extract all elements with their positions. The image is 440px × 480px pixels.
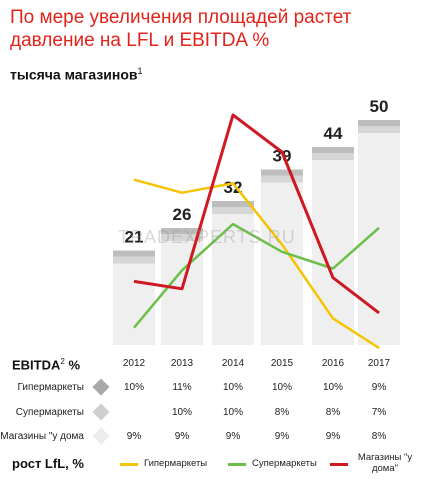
legend-swatch xyxy=(120,463,138,466)
chart-subtitle: тысяча магазинов1 xyxy=(10,66,143,83)
bar-mid-segment-2017 xyxy=(358,126,400,133)
bar-2017 xyxy=(358,120,400,345)
bar-top-segment-2017 xyxy=(358,120,400,126)
lfl-line-convenience xyxy=(133,113,380,315)
bar-value-label: 21 xyxy=(125,228,144,247)
bar-value-label: 39 xyxy=(273,147,292,166)
ebitda-cell: 10% xyxy=(271,382,292,393)
bar-value-label: 26 xyxy=(173,205,192,224)
bar-mid-segment-2012 xyxy=(113,256,155,264)
lfl-line-hypermarkets xyxy=(133,178,380,350)
legend-label: Гипермаркеты xyxy=(144,458,208,469)
ebitda-cell: 9% xyxy=(126,431,142,442)
bar-value-label: 32 xyxy=(224,178,243,197)
legend-label: Супермаркеты xyxy=(252,458,317,469)
legend-swatch xyxy=(228,463,246,466)
legend-label: Магазины "у дома" xyxy=(357,452,413,474)
ebitda-cell: 8% xyxy=(371,431,387,442)
bar-top-segment-2012 xyxy=(113,250,155,257)
ebitda-row-label: Магазины "у дома xyxy=(0,431,84,442)
ebitda-row-label: Супермаркеты xyxy=(15,407,84,418)
bar-2012 xyxy=(113,250,155,345)
bar-top-segment-2013 xyxy=(161,228,203,234)
ebitda-heading: EBITDA2 % xyxy=(12,357,80,372)
ebitda-cell: 10% xyxy=(171,407,192,418)
bar-mid-segment-2013 xyxy=(161,234,203,241)
year-label: 2017 xyxy=(367,358,391,369)
ebitda-cell: 10% xyxy=(222,382,243,393)
ebitda-cell: 9% xyxy=(371,382,387,393)
lfl-heading: рост LfL, % xyxy=(12,456,84,471)
ebitda-cell: 9% xyxy=(225,431,241,442)
ebitda-cell: 9% xyxy=(174,431,190,442)
ebitda-footnote: 2 xyxy=(60,357,65,366)
bar-2016 xyxy=(312,147,354,345)
legend-swatch xyxy=(330,463,348,466)
year-label: 2014 xyxy=(221,358,245,369)
year-label: 2016 xyxy=(321,358,345,369)
bar-top-segment-2016 xyxy=(312,147,354,153)
ebitda-cell: 10% xyxy=(123,382,144,393)
year-label: 2012 xyxy=(122,358,146,369)
ebitda-cell: 10% xyxy=(322,382,343,393)
ebitda-cell: 9% xyxy=(325,431,341,442)
bar-mid-segment-2015 xyxy=(261,175,303,183)
ebitda-cell: 10% xyxy=(222,407,243,418)
bar-value-label: 50 xyxy=(370,97,389,116)
watermark: TRADEXPERTS.RU xyxy=(118,227,296,247)
ebitda-cell: 7% xyxy=(371,407,387,418)
bar-value-label: 44 xyxy=(324,124,343,143)
ebitda-cell: 8% xyxy=(325,407,341,418)
page-title: По мере увеличения площадей растет давле… xyxy=(10,7,352,51)
year-label: 2013 xyxy=(170,358,194,369)
bar-mid-segment-2014 xyxy=(212,207,254,214)
ebitda-cell: 9% xyxy=(274,431,290,442)
subtitle-footnote: 1 xyxy=(137,66,143,76)
bar-top-segment-2014 xyxy=(212,201,254,207)
year-label: 2015 xyxy=(270,358,294,369)
bar-2014 xyxy=(212,201,254,345)
ebitda-suffix: % xyxy=(64,357,81,373)
ebitda-row-label: Гипермаркеты xyxy=(17,382,84,393)
lfl-line-supermarkets xyxy=(133,222,380,329)
bar-mid-segment-2016 xyxy=(312,153,354,160)
ebitda-cell: 8% xyxy=(274,407,290,418)
subtitle-text: тысяча магазинов xyxy=(10,66,138,83)
bar-top-segment-2015 xyxy=(261,169,303,176)
ebitda-cell: 11% xyxy=(172,382,192,393)
ebitda-label: EBITDA xyxy=(12,357,61,373)
